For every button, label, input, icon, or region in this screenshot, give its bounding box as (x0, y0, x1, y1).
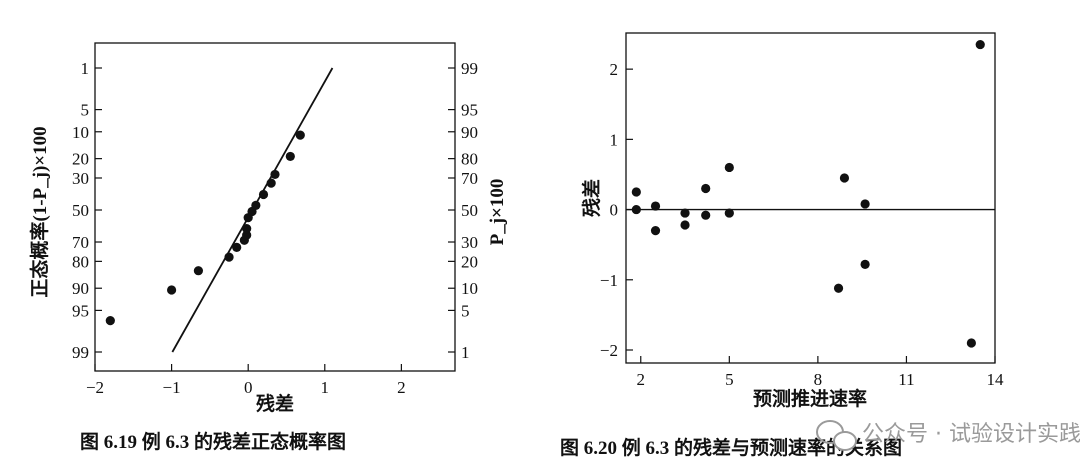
chart1-x-tick-label: 0 (244, 378, 253, 397)
chart1-right-tick-label: 30 (461, 233, 478, 252)
residual-vs-rate-chart: 2 5 8 11 14 −2 −1 0 1 2 预测推进速率 残差 图 6.20 例 6.3 的… (560, 32, 1004, 459)
chart2-x-tick-label: 2 (637, 370, 646, 389)
chart1-left-tick-label: 5 (81, 101, 90, 120)
chart1-left-tick-label: 30 (72, 169, 89, 188)
chart1-frame (94, 42, 456, 372)
chart1-left-tick-label: 80 (72, 252, 89, 271)
chart1-right-tick-label: 95 (461, 101, 478, 120)
chart1-right-tick-label: 20 (461, 252, 478, 271)
chart2-data-point (680, 220, 690, 230)
chart1-data-point (242, 224, 252, 234)
chart1-x-tick-label: −1 (163, 378, 181, 397)
chart2-y-axis-label: 残差 (580, 179, 603, 217)
chart1-data-point (232, 242, 242, 253)
chart2-y-tick-label: 2 (610, 60, 619, 79)
chart2-y-ticks: −2 −1 0 1 2 (600, 60, 633, 360)
chart2-data-point (860, 199, 870, 209)
chart2-data-point (650, 201, 661, 211)
chart2-x-tick-label: 5 (725, 370, 734, 389)
chart2-x-ticks: 2 5 8 11 14 (637, 356, 1004, 389)
chart1-left-tick-label: 90 (72, 279, 89, 298)
chart2-data-point (701, 210, 711, 220)
chart1-left-tick-label: 1 (81, 59, 90, 78)
chart2-x-tick-label: 11 (898, 370, 914, 389)
chart1-data-point (258, 189, 269, 200)
chart1-data-point (166, 285, 177, 295)
chart2-data-point (833, 283, 844, 293)
chart1-data-point (295, 130, 305, 140)
chart2-x-tick-label: 8 (814, 370, 823, 389)
chart1-right-tick-label: 5 (461, 301, 470, 320)
chart2-x-tick-label: 14 (987, 370, 1005, 389)
chart1-left-tick-label: 20 (72, 150, 89, 169)
chart2-data-point (860, 259, 870, 269)
chart2-points (631, 39, 985, 348)
chart2-frame (625, 32, 996, 364)
chart1-right-tick-label: 10 (461, 279, 478, 298)
chart1-data-point (266, 178, 276, 188)
chart1-left-tick-label: 50 (72, 201, 89, 220)
chart1-x-axis-label: 残差 (256, 392, 294, 415)
chart2-data-point (631, 187, 641, 197)
chart2-y-tick-label: −1 (600, 271, 618, 290)
chart2-y-tick-label: −2 (600, 341, 618, 360)
chart1-data-point (270, 169, 280, 180)
chart1-left-tick-label: 99 (72, 343, 89, 362)
chart1-left-tick-label: 95 (72, 301, 89, 320)
chart1-left-tick-label: 10 (72, 123, 89, 142)
chart1-right-tick-label: 70 (461, 169, 478, 188)
chart2-data-point (966, 338, 976, 348)
chart1-right-tick-label: 1 (461, 343, 470, 362)
chart2-caption: 图 6.20 例 6.3 的残差与预测速率的关系图 (560, 436, 902, 459)
chart2-x-axis-label: 预测推进速率 (753, 387, 867, 410)
chart1-x-tick-label: −2 (86, 378, 104, 397)
chart1-data-point (105, 315, 115, 326)
chart1-right-tick-label: 99 (461, 59, 478, 78)
chart2-data-point (701, 183, 711, 194)
chart1-data-point (251, 200, 261, 211)
chart1-left-tick-label: 70 (72, 233, 89, 252)
chart1-x-tick-label: 1 (321, 378, 330, 397)
chart2-data-point (631, 204, 641, 215)
chart1-data-point (224, 252, 234, 262)
chart1-x-tick-label: 2 (397, 378, 406, 397)
watermark: 公众号 · 试验设计实践派 (816, 420, 1080, 451)
chart1-right-tick-label: 80 (461, 150, 478, 169)
chart2-y-tick-label: 0 (610, 201, 619, 220)
chart1-x-ticks: −2 −1 0 1 2 (86, 364, 406, 397)
chart2-y-tick-label: 1 (610, 130, 619, 149)
chart1-caption: 图 6.19 例 6.3 的残差正态概率图 (80, 430, 346, 453)
chart1-right-tick-label: 90 (461, 123, 478, 142)
chart1-data-point (242, 230, 252, 240)
chart1-left-axis-label: 正态概率(1-P_j)×100 (28, 126, 51, 297)
chart1-data-point (285, 151, 295, 162)
chart1-right-axis-label: P_j×100 (487, 179, 508, 246)
chart2-data-point (680, 208, 690, 218)
chart1-right-tick-label: 50 (461, 201, 478, 220)
chart2-data-point (724, 162, 734, 173)
watermark-text: 公众号 · 试验设计实践派 (862, 422, 1080, 447)
chart2-data-point (650, 226, 661, 236)
chart1-points (105, 130, 305, 326)
chart2-data-point (724, 208, 734, 218)
chart1-data-point (193, 266, 204, 276)
chart2-data-point (975, 39, 985, 50)
wechat-icon (816, 420, 857, 451)
chart2-data-point (839, 173, 850, 183)
